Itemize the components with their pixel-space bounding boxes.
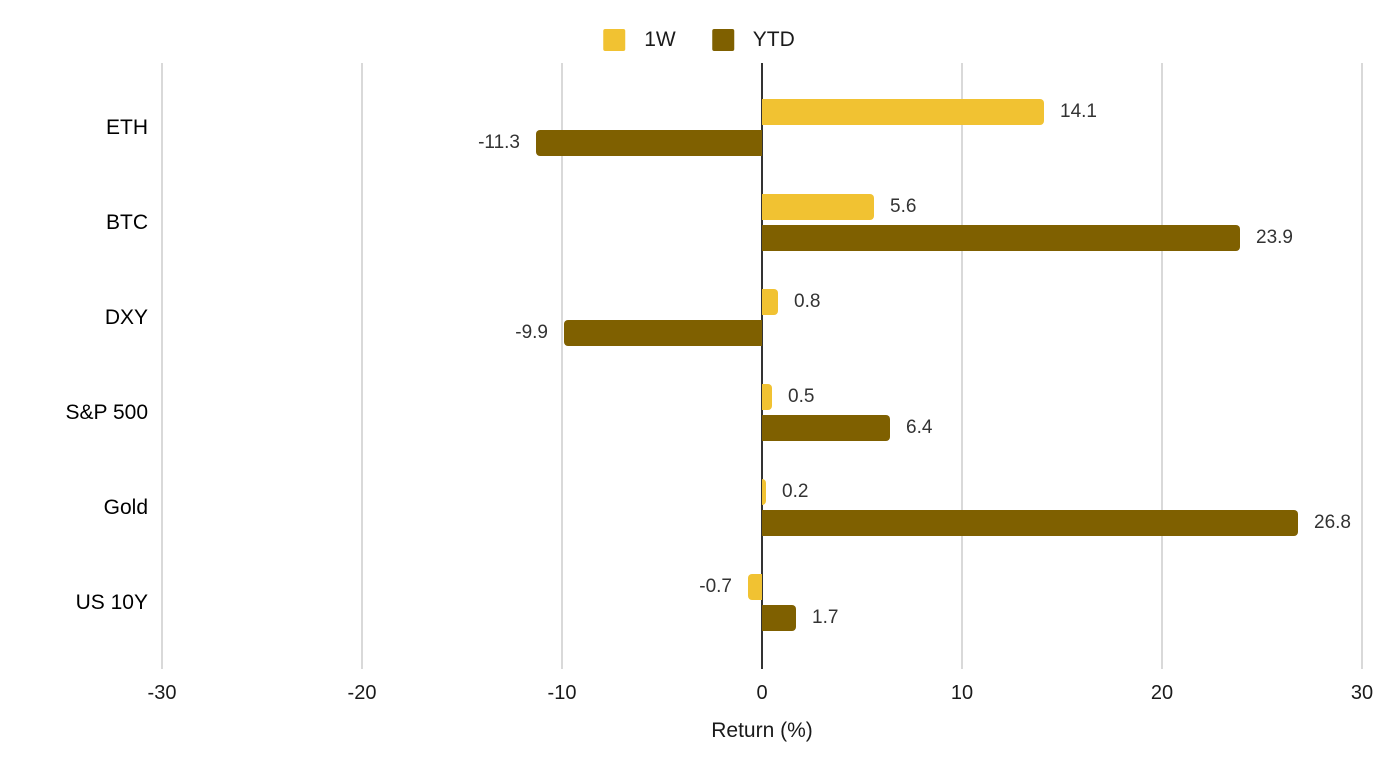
x-tick-label: 20	[1150, 682, 1174, 704]
value-label-ytd-eth: -11.3	[478, 132, 520, 153]
bar-row-s-p-500: 0.5 6.4	[162, 365, 1362, 460]
legend: 1W YTD	[603, 29, 795, 51]
value-label-ytd-dxy: -9.9	[515, 322, 548, 343]
x-tick-label: -20	[347, 682, 377, 704]
category-label-dxy: DXY	[104, 305, 148, 329]
value-label-ytd-s-p-500: 6.4	[906, 417, 933, 438]
gridline	[361, 63, 363, 663]
axis-tick	[361, 663, 363, 669]
legend-swatch-1w	[603, 29, 626, 51]
value-label-1w-us-10y: -0.7	[699, 576, 732, 597]
value-label-1w-dxy: 0.8	[794, 291, 821, 312]
bar-ytd-gold	[762, 510, 1298, 536]
gridline	[561, 63, 563, 663]
bar-1w-gold	[762, 479, 766, 505]
bar-row-dxy: 0.8 -9.9	[162, 270, 1362, 365]
bar-ytd-dxy	[564, 320, 762, 346]
gridline	[161, 63, 163, 663]
x-tick-label: 0	[756, 682, 768, 704]
category-label-eth: ETH	[106, 115, 148, 139]
bar-row-eth: 14.1 -11.3	[162, 80, 1362, 175]
x-tick-label: -10	[547, 682, 577, 704]
bar-1w-dxy	[762, 289, 778, 315]
axis-tick	[961, 663, 963, 669]
axis-tick	[161, 663, 163, 669]
category-label-us-10y: US 10Y	[75, 590, 148, 614]
x-tick-label: 10	[950, 682, 974, 704]
value-label-1w-s-p-500: 0.5	[788, 386, 815, 407]
legend-item-ytd: YTD	[711, 28, 795, 51]
bar-1w-s-p-500	[762, 384, 772, 410]
legend-label-ytd: YTD	[752, 28, 795, 51]
x-axis-title: Return (%)	[711, 719, 813, 742]
value-label-ytd-btc: 23.9	[1256, 227, 1293, 248]
bar-ytd-us-10y	[762, 605, 796, 631]
bar-row-btc: 5.6 23.9	[162, 175, 1362, 270]
gridline	[1161, 63, 1163, 663]
bar-1w-eth	[762, 99, 1044, 125]
value-label-1w-gold: 0.2	[782, 481, 809, 502]
legend-label-1w: 1W	[644, 28, 676, 51]
bar-ytd-btc	[762, 225, 1240, 251]
bar-ytd-s-p-500	[762, 415, 890, 441]
value-label-1w-btc: 5.6	[890, 196, 917, 217]
plot-area: 14.1 -11.3 5.6 23.9 0.8 -9.9 0.5 6.4 0.2 26.8 -0.7…	[161, 63, 1363, 669]
gridline	[961, 63, 963, 663]
x-tick-label: 30	[1350, 682, 1374, 704]
gridline	[1361, 63, 1363, 663]
bar-1w-us-10y	[748, 574, 762, 600]
x-tick-label: -30	[147, 682, 177, 704]
bar-ytd-eth	[536, 130, 762, 156]
bar-row-gold: 0.2 26.8	[162, 460, 1362, 555]
category-label-s-p-500: S&P 500	[65, 400, 148, 424]
zero-baseline	[761, 63, 763, 669]
category-label-gold: Gold	[103, 495, 148, 519]
legend-item-1w: 1W	[603, 29, 676, 51]
value-label-ytd-gold: 26.8	[1314, 512, 1351, 533]
value-label-1w-eth: 14.1	[1060, 101, 1097, 122]
axis-tick	[1161, 663, 1163, 669]
bar-row-us-10y: -0.7 1.7	[162, 555, 1362, 650]
axis-tick	[1361, 663, 1363, 669]
legend-swatch-ytd	[711, 29, 734, 51]
bar-1w-btc	[762, 194, 874, 220]
axis-tick	[561, 663, 563, 669]
category-label-btc: BTC	[106, 210, 148, 234]
value-label-ytd-us-10y: 1.7	[812, 607, 839, 628]
